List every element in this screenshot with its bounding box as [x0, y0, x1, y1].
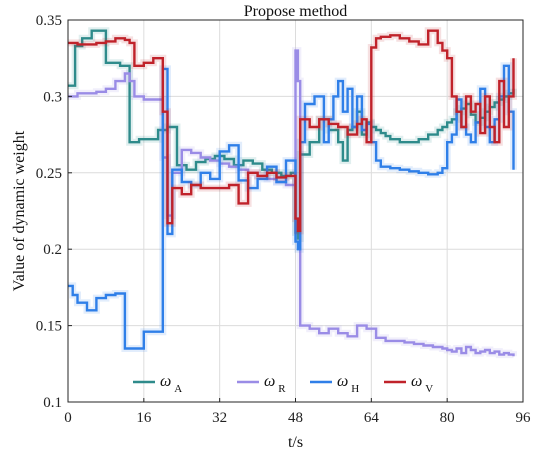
- y-tick-label: 0.3: [43, 89, 62, 105]
- y-tick-label: 0.15: [36, 319, 62, 335]
- series-line-2: [68, 49, 515, 357]
- y-tick-label: 0.25: [36, 166, 62, 182]
- x-tick-label: 64: [364, 410, 380, 426]
- x-tick-label: 16: [136, 410, 152, 426]
- y-tick-label: 0.2: [43, 242, 62, 258]
- x-axis-title: t/s: [288, 434, 303, 451]
- x-tick-label: 48: [288, 410, 303, 426]
- y-tick-label: 0.1: [43, 395, 62, 411]
- plot-series: [68, 27, 517, 359]
- y-axis-title: Value of dynamic weight: [11, 130, 28, 291]
- x-tick-label: 96: [516, 410, 532, 426]
- y-tick-label: 0.35: [36, 13, 62, 29]
- x-tick-label: 80: [440, 410, 455, 426]
- chart-title: Propose method: [244, 3, 348, 20]
- x-tick-label: 0: [64, 410, 72, 426]
- series-line-4: [68, 29, 515, 233]
- x-tick-label: 32: [212, 410, 227, 426]
- axis-ticks: 0 16 32 48 64 80 96 0.1 0.15 0.2 0.25 0.3 0.35: [36, 13, 531, 426]
